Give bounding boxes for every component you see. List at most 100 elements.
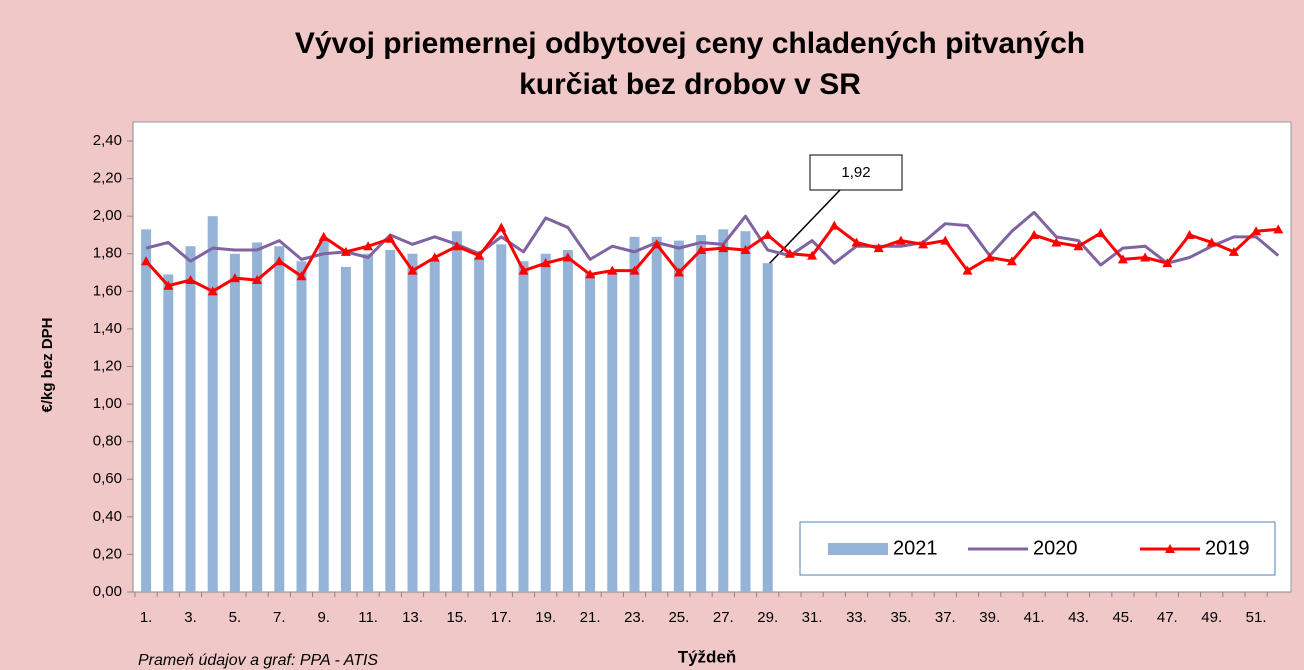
bar	[540, 253, 551, 592]
marker	[496, 222, 507, 232]
bar	[229, 253, 240, 592]
marker	[895, 235, 906, 245]
x-tick-label: 13.	[402, 609, 423, 626]
marker	[451, 241, 462, 251]
legend-swatch	[828, 543, 888, 555]
marker	[984, 252, 995, 262]
bar	[385, 249, 396, 592]
y-tick-label: 1,80	[93, 245, 122, 262]
marker	[1251, 226, 1262, 236]
bar	[340, 266, 351, 592]
marker	[607, 265, 618, 275]
x-tick-label: 15.	[446, 609, 467, 626]
x-tick-label: 47.	[1157, 609, 1178, 626]
legend-label: 2021	[893, 537, 938, 559]
bar	[429, 261, 440, 592]
x-tick-label: 45.	[1112, 609, 1133, 626]
marker	[1140, 252, 1151, 262]
bar	[296, 261, 307, 592]
x-tick-label: 31.	[802, 609, 823, 626]
bar	[718, 229, 729, 592]
bar	[696, 234, 707, 593]
bar	[451, 231, 462, 592]
marker	[296, 271, 307, 281]
legend-marker	[1165, 544, 1175, 553]
marker	[1073, 241, 1084, 251]
x-tick-label: 41.	[1024, 609, 1045, 626]
annotation: 1,92	[841, 164, 870, 181]
chart-title: Vývoj priemernej odbytovej ceny chladený…	[295, 27, 1085, 60]
bar	[252, 242, 263, 592]
bar	[207, 216, 218, 592]
x-tick-label: 21.	[580, 609, 601, 626]
x-tick-label: 7.	[273, 609, 286, 626]
marker	[1228, 246, 1239, 256]
line-series	[144, 224, 1279, 293]
x-tick-label: 3.	[184, 609, 197, 626]
marker	[807, 250, 818, 260]
marker	[784, 248, 795, 258]
y-tick-label: 1,60	[93, 282, 122, 299]
marker	[363, 241, 374, 251]
x-tick-label: 39.	[979, 609, 1000, 626]
marker	[651, 239, 662, 249]
y-tick-label: 0,40	[93, 508, 122, 525]
x-tick-label: 33.	[846, 609, 867, 626]
marker	[318, 231, 329, 241]
x-tick-label: 17.	[491, 609, 512, 626]
marker	[873, 243, 884, 253]
bar	[585, 272, 596, 592]
x-tick-label: 25.	[668, 609, 689, 626]
marker	[673, 267, 684, 277]
x-tick-label: 9.	[317, 609, 330, 626]
y-axis-label: €/kg bez DPH	[39, 317, 56, 412]
marker	[340, 246, 351, 256]
y-tick-label: 2,40	[93, 132, 122, 149]
marker	[562, 252, 573, 262]
y-tick-label: 0,60	[93, 470, 122, 487]
bar	[185, 246, 196, 592]
marker	[1051, 237, 1062, 247]
y-tick-label: 2,20	[93, 170, 122, 187]
legend-label: 2020	[1033, 537, 1078, 559]
x-tick-label: 43.	[1068, 609, 1089, 626]
x-axis-label: Týždeň	[678, 647, 737, 666]
marker	[918, 239, 929, 249]
bar	[496, 244, 507, 592]
bar	[163, 274, 174, 592]
marker	[1029, 229, 1040, 239]
marker	[540, 258, 551, 268]
x-tick-label: 49.	[1201, 609, 1222, 626]
marker	[629, 265, 640, 275]
marker	[1162, 258, 1173, 268]
bar	[629, 236, 640, 592]
x-tick-label: 11.	[358, 609, 378, 626]
marker	[141, 256, 152, 266]
marker	[829, 220, 840, 230]
marker	[229, 273, 240, 283]
marker	[1006, 256, 1017, 266]
source-note: Prameň údajov a graf: PPA - ATIS	[138, 652, 378, 669]
marker	[851, 237, 862, 247]
bar	[607, 272, 618, 592]
x-tick-label: 19.	[535, 609, 556, 626]
line-series	[145, 210, 1280, 267]
marker	[407, 265, 418, 275]
bar	[141, 229, 152, 592]
x-tick-label: 5.	[229, 609, 242, 626]
marker	[696, 244, 707, 254]
bar	[363, 253, 374, 592]
y-tick-label: 0,20	[93, 545, 122, 562]
bar	[762, 263, 773, 592]
bar	[274, 246, 285, 592]
marker	[207, 286, 218, 296]
marker	[740, 244, 751, 254]
marker	[1206, 237, 1217, 247]
marker	[252, 275, 263, 285]
marker	[474, 250, 485, 260]
marker	[429, 252, 440, 262]
x-tick-label: 23.	[624, 609, 645, 626]
marker	[385, 233, 396, 243]
y-tick-label: 1,00	[93, 395, 122, 412]
x-tick-label: 35.	[890, 609, 911, 626]
